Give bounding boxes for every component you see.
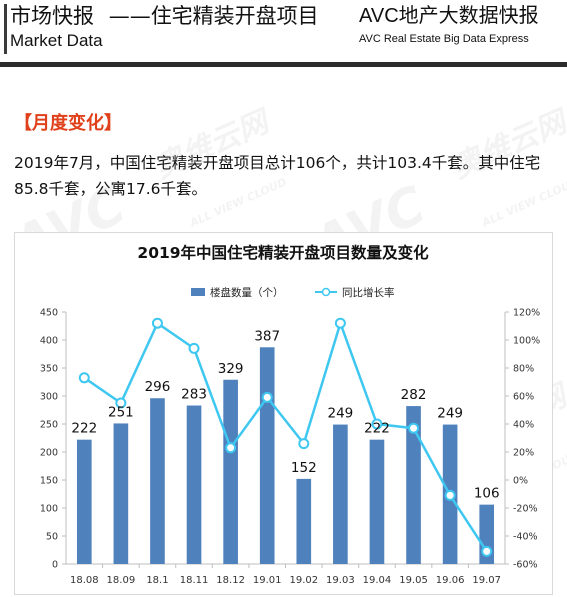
bar-value-label: 329 bbox=[218, 361, 244, 377]
legend-bar-swatch bbox=[191, 288, 205, 296]
growth-point bbox=[225, 442, 237, 454]
x-tick-label: 19.05 bbox=[399, 575, 428, 586]
y-left-tick-label: 300 bbox=[40, 392, 58, 403]
y-left-tick-label: 450 bbox=[40, 308, 58, 319]
growth-point bbox=[261, 391, 273, 403]
bar-series bbox=[76, 347, 495, 564]
growth-point bbox=[444, 489, 456, 501]
y-left-tick-label: 50 bbox=[46, 532, 58, 543]
x-tick-label: 18.09 bbox=[107, 575, 136, 586]
x-tick-label: 18.08 bbox=[70, 575, 99, 586]
y-right-tick-label: -20% bbox=[513, 504, 538, 515]
x-tick-label: 19.07 bbox=[472, 575, 501, 586]
growth-line bbox=[83, 319, 488, 553]
bar bbox=[369, 439, 385, 564]
y-left-tick-label: 200 bbox=[40, 448, 58, 459]
bar bbox=[150, 398, 165, 564]
x-tick-label: 18.1 bbox=[146, 575, 168, 586]
chart-container: 2019年中国住宅精装开盘项目数量及变化 楼盘数量（个） 同比增长率 0 50 100… bbox=[14, 232, 553, 595]
header-brand: AVC地产大数据快报 AVC Real Estate Big Data Expr… bbox=[359, 3, 559, 47]
bar-value-label: 296 bbox=[145, 379, 171, 395]
legend-line-marker bbox=[321, 287, 331, 297]
bar-value-label: 387 bbox=[254, 328, 280, 344]
y-left-tick-label: 0 bbox=[52, 560, 58, 571]
header-title-en: Market Data bbox=[10, 31, 103, 50]
y-left-tick-label: 400 bbox=[40, 336, 58, 347]
bar bbox=[113, 423, 129, 564]
line-series bbox=[78, 317, 493, 557]
y-right-tick-label: 20% bbox=[513, 448, 534, 459]
header-title-row: 市场快报 ——住宅精装开盘项目 bbox=[10, 3, 319, 29]
bar bbox=[259, 347, 275, 564]
header-title: 市场快报 bbox=[10, 4, 94, 28]
bar-value-label: 222 bbox=[364, 421, 390, 437]
bar bbox=[406, 406, 421, 564]
y-right-tick-label: 120% bbox=[513, 308, 540, 319]
brand-title: AVC地产大数据快报 bbox=[359, 5, 539, 27]
x-tick-label: 18.11 bbox=[180, 575, 209, 586]
growth-point bbox=[78, 372, 90, 384]
x-tick-label: 19.03 bbox=[326, 575, 355, 586]
bar-data-labels: 222 251 296 283 329 387 152 249 222 282 249 106 bbox=[71, 328, 499, 501]
bar-value-label: 106 bbox=[474, 486, 500, 502]
chart-axes: 0 50 100 150 200 250 300 350 400 450 -60% -40% -20% 0… bbox=[40, 308, 540, 587]
header-rule bbox=[0, 62, 567, 67]
growth-point bbox=[371, 418, 383, 430]
brand-subtitle: AVC Real Estate Big Data Express bbox=[359, 33, 529, 45]
section-body: 2019年7月，中国住宅精装开盘项目总计106个，共计103.4千套。其中住宅8… bbox=[14, 154, 541, 198]
bar bbox=[223, 379, 238, 564]
growth-point bbox=[151, 317, 163, 329]
legend-bar-label: 楼盘数量（个） bbox=[210, 286, 284, 299]
y-left-tick-label: 350 bbox=[40, 364, 58, 375]
y-left-tick-label: 100 bbox=[40, 504, 58, 515]
bar bbox=[296, 478, 312, 564]
x-tick-label: 19.02 bbox=[289, 575, 318, 586]
x-tick-label: 19.01 bbox=[253, 575, 282, 586]
bar-value-label: 282 bbox=[401, 387, 427, 403]
growth-point bbox=[408, 422, 420, 434]
legend-line-label: 同比增长率 bbox=[342, 286, 395, 299]
growth-point bbox=[298, 438, 310, 450]
chart-legend: 楼盘数量（个） 同比增长率 bbox=[191, 286, 395, 299]
bar-value-label: 249 bbox=[437, 406, 463, 422]
y-right-tick-label: 80% bbox=[513, 364, 534, 375]
bar-value-label: 222 bbox=[71, 421, 97, 437]
chart: 2019年中国住宅精装开盘项目数量及变化 楼盘数量（个） 同比增长率 0 50 100… bbox=[40, 243, 540, 587]
x-tick-label: 19.04 bbox=[363, 575, 392, 586]
bar bbox=[76, 439, 92, 564]
y-right-tick-label: -40% bbox=[513, 532, 538, 543]
x-tick-label: 19.06 bbox=[436, 575, 465, 586]
growth-point bbox=[481, 545, 493, 557]
y-right-tick-label: 60% bbox=[513, 392, 534, 403]
header-left: 市场快报 ——住宅精装开盘项目 Market Data bbox=[10, 3, 319, 52]
bar bbox=[333, 424, 348, 564]
growth-point bbox=[188, 342, 200, 354]
growth-point bbox=[334, 317, 346, 329]
y-right-tick-label: 40% bbox=[513, 420, 534, 431]
y-right-tick-label: 0% bbox=[513, 476, 528, 487]
bar-value-label: 283 bbox=[181, 387, 207, 403]
y-right-tick-label: -60% bbox=[513, 560, 538, 571]
bar-value-label: 152 bbox=[291, 460, 317, 476]
y-left-tick-label: 150 bbox=[40, 476, 58, 487]
header-subtitle: ——住宅精装开盘项目 bbox=[108, 4, 319, 28]
bar-value-label: 251 bbox=[108, 404, 134, 420]
bar bbox=[186, 405, 202, 564]
y-right-tick-label: 100% bbox=[513, 336, 540, 347]
bar-value-label: 249 bbox=[327, 406, 353, 422]
growth-point bbox=[115, 397, 127, 409]
section-heading: 【月度变化】 bbox=[14, 113, 122, 134]
y-left-tick-label: 250 bbox=[40, 420, 58, 431]
header-accent-bar bbox=[4, 4, 7, 54]
chart-title: 2019年中国住宅精装开盘项目数量及变化 bbox=[137, 243, 429, 262]
x-tick-label: 18.12 bbox=[216, 575, 245, 586]
